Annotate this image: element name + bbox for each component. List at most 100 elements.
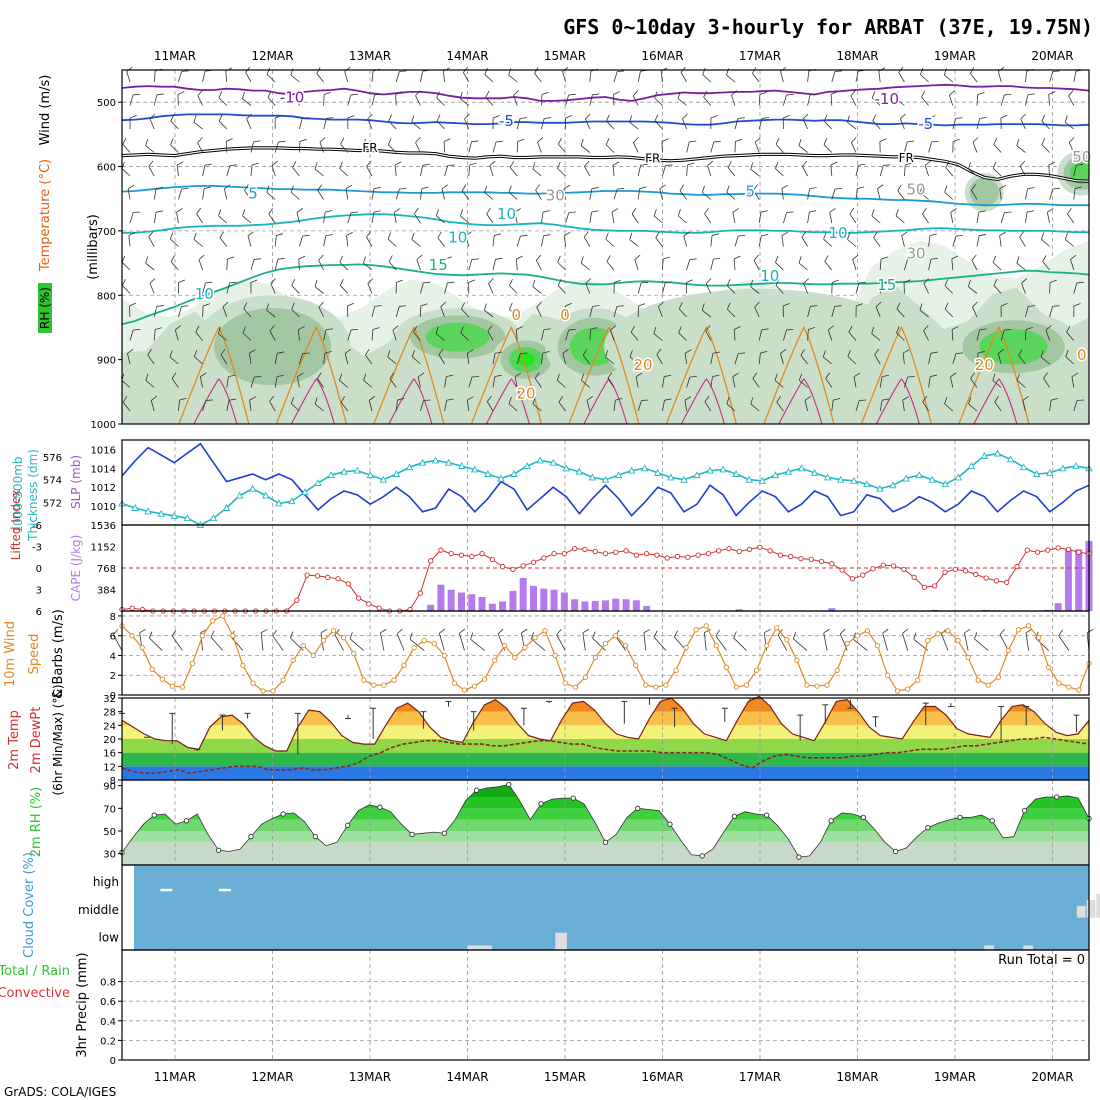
lifted-index-marker	[1014, 563, 1020, 570]
cloud-high-mark	[160, 888, 173, 892]
cape-bar	[1064, 549, 1072, 611]
lifted-index-marker	[746, 546, 753, 553]
wind-barb	[366, 231, 373, 247]
lifted-index-marker	[613, 549, 619, 555]
rh-marker	[1054, 794, 1060, 800]
cloud-row-label: middle	[78, 903, 119, 917]
wind-barb	[244, 184, 252, 200]
thickness-marker	[614, 471, 623, 479]
wind-barb	[266, 185, 276, 200]
isotherm-20	[178, 326, 250, 424]
wind-speed-marker	[653, 684, 659, 690]
wind-speed-marker	[1046, 664, 1052, 670]
wind-barb	[732, 208, 739, 224]
wind-barb	[225, 138, 233, 153]
wind-speed-marker	[1076, 687, 1082, 693]
lifted-index-marker	[654, 552, 660, 558]
wind-barb	[558, 396, 566, 412]
bottom-date-label: 20MAR	[1031, 1070, 1073, 1084]
wind-speed-marker	[502, 642, 508, 649]
wind-barb	[274, 115, 282, 130]
wind-barb	[944, 279, 954, 294]
wind-barb	[952, 117, 963, 130]
wind-barb	[489, 160, 496, 177]
wind-barb	[853, 372, 861, 388]
wind-barb	[997, 348, 1005, 365]
cape-bar	[540, 588, 548, 611]
cape-tick-label: 384	[97, 586, 116, 597]
wind-barb	[462, 66, 470, 83]
wind-barb	[945, 161, 954, 177]
isotherm-label: 15	[877, 276, 896, 294]
wind-barb	[129, 115, 137, 130]
wind-speed-marker	[250, 680, 256, 686]
wind-barb	[250, 258, 262, 271]
wind-barb	[459, 91, 470, 106]
wind-speed-marker	[1005, 647, 1012, 654]
wind-speed-marker	[240, 662, 246, 669]
wind-barb	[318, 301, 324, 318]
wind-barb	[830, 161, 838, 177]
wind-speed-marker	[149, 666, 155, 672]
thickness-marker	[915, 471, 923, 479]
lifted-index-marker	[355, 595, 362, 601]
lifted-index-marker	[870, 566, 876, 572]
top-date-label: 15MAR	[544, 49, 586, 63]
wind-barb	[1073, 281, 1084, 294]
wind-barb	[655, 231, 663, 247]
rh-marker	[183, 818, 190, 824]
wind-barb	[944, 185, 954, 200]
thickness-marker	[183, 514, 192, 522]
wind-barb	[686, 140, 697, 153]
isotherm-20	[373, 326, 445, 424]
wind-barb	[169, 350, 179, 365]
isotherm-line	[121, 263, 1090, 326]
bottom-date-label: 18MAR	[836, 1070, 878, 1084]
wind-speed-marker	[481, 676, 488, 682]
wind-barb	[589, 187, 599, 200]
wind-barb	[297, 326, 305, 341]
top-date-label: 20MAR	[1031, 49, 1073, 63]
wind-speed-marker	[633, 662, 639, 669]
wind-barb	[750, 279, 760, 294]
cloud-row-label: high	[93, 875, 119, 889]
wind-barb	[371, 186, 381, 200]
wind-barb	[923, 325, 929, 341]
cape-bar	[499, 601, 507, 611]
wind-speed-marker	[622, 642, 629, 649]
wind-speed-marker	[351, 650, 357, 657]
wind-barb	[976, 210, 986, 224]
lifted-index-marker	[335, 576, 341, 582]
isotherm-20	[763, 326, 835, 424]
cape-bar	[560, 592, 568, 611]
wind-barb	[145, 373, 155, 388]
wind-barb	[290, 396, 300, 412]
wind-barb	[437, 231, 445, 247]
lifted-index-marker	[489, 556, 495, 563]
wind-speed-marker	[401, 662, 407, 669]
wind-barb	[323, 210, 333, 224]
wind-barb	[515, 326, 523, 341]
wind-barb	[758, 210, 768, 224]
wind-barb	[248, 349, 256, 365]
wind-barb	[149, 113, 156, 130]
wind-barb	[807, 327, 816, 341]
wind-barb	[250, 376, 262, 388]
wind-barb	[849, 207, 857, 224]
wind-barb	[726, 279, 736, 294]
wind-barb	[565, 328, 576, 341]
surface-wind-barb	[882, 628, 889, 651]
wind-barb	[444, 398, 454, 412]
wind-barb	[317, 372, 324, 388]
rh-blob	[1069, 161, 1089, 185]
wind-barb	[952, 138, 960, 153]
wind-barb	[1019, 231, 1026, 247]
top-date-label: 13MAR	[349, 49, 391, 63]
wind-barb	[121, 255, 131, 271]
wind-barb	[202, 69, 212, 83]
wind-barb	[420, 303, 428, 318]
lifted-index-marker	[479, 551, 485, 557]
bottom-date-label: 14MAR	[446, 1070, 488, 1084]
precip-panel: 0 0.2 0.4 0.6 0.8 Run Total = 0 3hr Precip (mm…	[0, 949, 1090, 1067]
lifted-index-marker	[849, 576, 856, 582]
